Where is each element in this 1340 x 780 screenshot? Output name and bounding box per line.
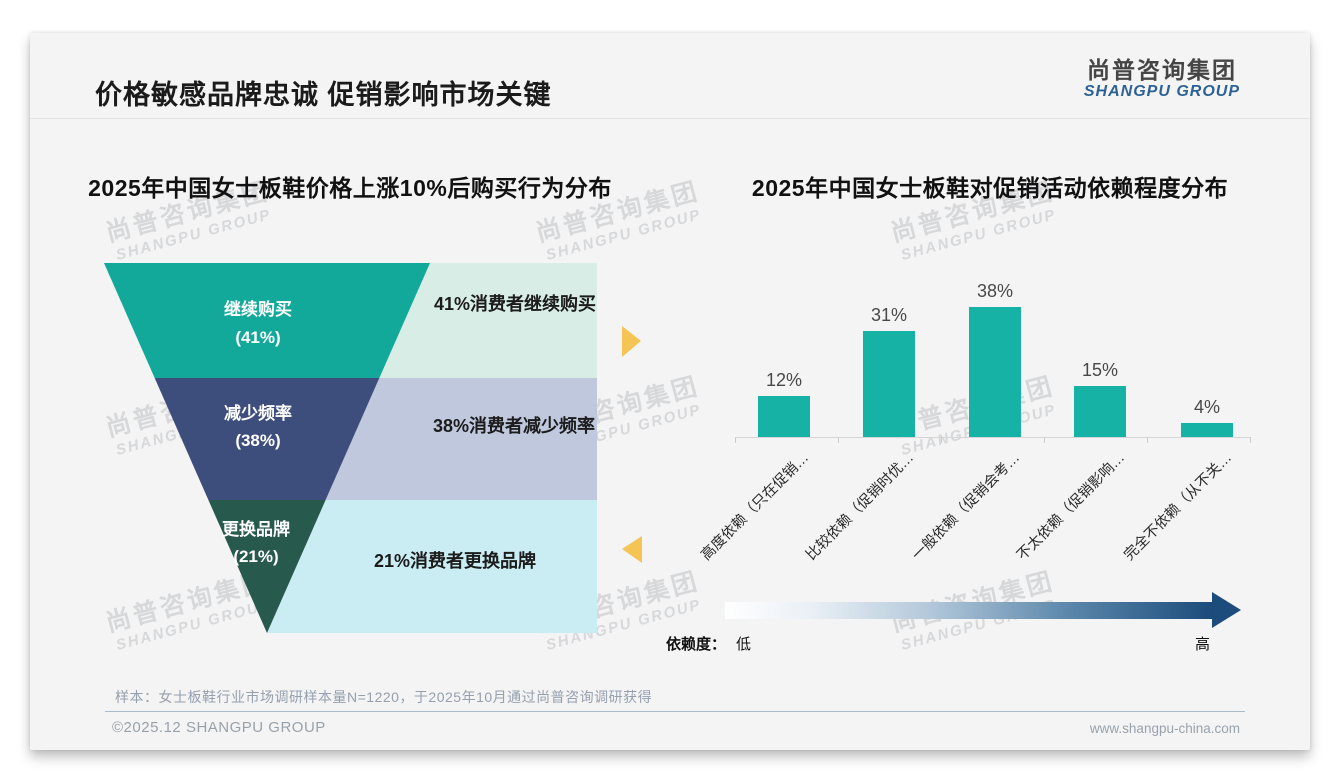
x-axis-tick <box>1250 437 1251 443</box>
funnel-segment-label-2: 更换品牌 <box>222 519 290 539</box>
bar <box>1074 386 1126 437</box>
brand-logo-en: SHANGPU GROUP <box>1083 83 1240 101</box>
x-axis-tick <box>1147 437 1148 443</box>
flow-arrow-left-icon <box>622 536 642 563</box>
bar <box>758 396 810 437</box>
funnel-segment-label-1: 减少频率 <box>224 403 292 423</box>
bar-chart: 12% 高度依赖（只在促销… 31% 比较依赖（促销时优… 38% 一般依赖（促销会考… 1… <box>690 281 1270 588</box>
dependence-gradient-arrow <box>725 602 1212 619</box>
funnel-segment-0 <box>104 263 430 378</box>
bar <box>863 331 915 437</box>
brand-logo-cn: 尚普咨询集团 <box>1086 57 1237 83</box>
x-axis-tick <box>1044 437 1045 443</box>
report-slide: 尚普咨询集团 SHANGPU GROUP 尚普咨询集团 SHANGPU GROUP 尚普… <box>30 33 1310 750</box>
brand-logo: 尚普咨询集团 SHANGPU GROUP <box>1084 57 1240 101</box>
x-axis-tick <box>735 437 736 443</box>
dependence-legend-low: 低 <box>736 636 752 653</box>
bar <box>969 307 1021 437</box>
x-axis-line <box>735 437 1250 438</box>
bar-category-label: 高度依赖（只在促销… <box>698 449 813 564</box>
copyright: ©2025.12 SHANGPU GROUP <box>112 719 326 736</box>
title-divider <box>30 118 1310 119</box>
funnel-chart-title: 2025年中国女士板鞋价格上涨10%后购买行为分布 <box>88 175 612 201</box>
bar <box>1181 423 1233 437</box>
bar-value-label: 15% <box>1081 360 1119 380</box>
bar-category-label: 比较依赖（促销时优… <box>803 449 918 564</box>
bar-chart-title: 2025年中国女士板鞋对促销活动依赖程度分布 <box>751 175 1229 201</box>
bar-category-label: 完全不依赖（从不关… <box>1121 449 1236 564</box>
funnel-segment-2 <box>208 500 326 633</box>
funnel-segment-value-2: (21%) <box>233 547 278 566</box>
dependence-legend-label: 依赖度： <box>666 636 727 653</box>
sample-note: 样本：女士板鞋行业市场调研样本量N=1220，于2025年10月通过尚普咨询调研… <box>115 689 653 705</box>
bar-value-label: 31% <box>870 305 908 325</box>
funnel-annotation-0: 41%消费者继续购买 <box>434 293 596 314</box>
bar-category-label: 不太依赖（促销影响… <box>1014 449 1129 564</box>
dependence-gradient-arrowhead-icon <box>1212 592 1241 628</box>
funnel-panel-1 <box>325 378 597 500</box>
funnel-panel-0 <box>379 263 597 378</box>
funnel-segment-label-0: 继续购买 <box>224 299 292 319</box>
funnel-segment-value-0: (41%) <box>235 328 280 347</box>
bar-value-label: 38% <box>976 281 1014 301</box>
x-axis-tick <box>838 437 839 443</box>
funnel-segment-value-1: (38%) <box>235 431 280 450</box>
funnel-annotation-2: 21%消费者更换品牌 <box>374 550 536 571</box>
website-url: www.shangpu-china.com <box>1089 721 1240 736</box>
page-title: 价格敏感品牌忠诚 促销影响市场关键 <box>95 80 552 110</box>
bar-value-label: 12% <box>765 370 803 390</box>
flow-arrow-right-icon <box>622 326 641 357</box>
dependence-legend-high: 高 <box>1195 636 1211 653</box>
footer-divider <box>105 711 1245 712</box>
bar-category-label: 一般依赖（促销会考… <box>909 449 1024 564</box>
funnel-annotation-1: 38%消费者减少频率 <box>433 415 595 436</box>
funnel-segment-1 <box>154 378 380 500</box>
funnel-panel-2 <box>267 500 597 633</box>
x-axis-tick <box>941 437 942 443</box>
bar-value-label: 4% <box>1193 397 1220 417</box>
